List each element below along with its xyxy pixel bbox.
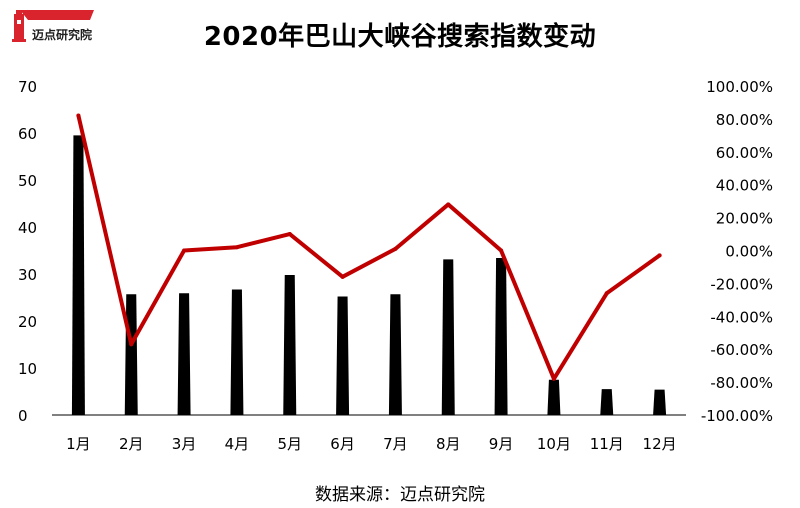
x-tick-label: 7月 bbox=[383, 435, 408, 453]
bar bbox=[230, 289, 244, 415]
y-left-tick-label: 20 bbox=[18, 313, 37, 331]
bar bbox=[388, 294, 402, 415]
logo-text: 迈点研究院 bbox=[32, 28, 93, 42]
x-tick-label: 4月 bbox=[225, 435, 250, 453]
y-left-tick-label: 0 bbox=[18, 407, 28, 425]
y-left-tick-label: 60 bbox=[18, 125, 37, 143]
x-tick-label: 3月 bbox=[172, 435, 197, 453]
line-point bbox=[657, 253, 662, 258]
bar bbox=[177, 293, 191, 415]
line-point bbox=[446, 202, 451, 207]
x-tick-label: 6月 bbox=[330, 435, 355, 453]
line-point bbox=[551, 376, 556, 381]
y-left-tick-label: 40 bbox=[18, 219, 37, 237]
line-series bbox=[76, 113, 662, 381]
x-tick-label: 5月 bbox=[277, 435, 302, 453]
y-right-tick-label: -40.00% bbox=[710, 308, 773, 326]
line-point bbox=[287, 232, 292, 237]
y-right-tick-label: -100.00% bbox=[701, 407, 773, 425]
bar bbox=[600, 389, 614, 415]
x-tick-label: 8月 bbox=[436, 435, 461, 453]
y-left-tick-label: 30 bbox=[18, 266, 37, 284]
line-point bbox=[393, 246, 398, 251]
y-right-tick-label: -20.00% bbox=[710, 275, 773, 293]
y-left-tick-label: 10 bbox=[18, 360, 37, 378]
y-right-tick-label: -80.00% bbox=[710, 374, 773, 392]
line-point bbox=[340, 274, 345, 279]
line-point bbox=[129, 342, 134, 347]
bar bbox=[494, 258, 508, 415]
line-point bbox=[499, 248, 504, 253]
data-source: 数据来源：迈点研究院 bbox=[315, 485, 485, 505]
x-tick-label: 1月 bbox=[66, 435, 91, 453]
y-right-tick-label: 60.00% bbox=[716, 144, 773, 162]
y-right-tick-label: 0.00% bbox=[725, 243, 773, 261]
x-tick-label: 10月 bbox=[537, 435, 571, 453]
bar bbox=[283, 274, 297, 415]
line-point bbox=[234, 245, 239, 250]
chart-title: 2020年巴山大峡谷搜索指数变动 bbox=[203, 22, 597, 52]
y-right-tick-label: 20.00% bbox=[716, 210, 773, 228]
bar bbox=[336, 296, 350, 415]
y-left-tick-label: 50 bbox=[18, 172, 37, 190]
line-point bbox=[182, 248, 187, 253]
bar bbox=[653, 389, 667, 415]
y-left-tick-label: 70 bbox=[18, 78, 37, 96]
bar bbox=[71, 135, 85, 415]
y-right-tick-label: -60.00% bbox=[710, 341, 773, 359]
x-tick-label: 12月 bbox=[643, 435, 677, 453]
x-tick-label: 11月 bbox=[590, 435, 624, 453]
y-right-tick-label: 40.00% bbox=[716, 177, 773, 195]
line-point bbox=[604, 291, 609, 296]
bar bbox=[441, 259, 455, 415]
bar bbox=[547, 379, 561, 415]
bar bbox=[124, 294, 138, 415]
y-right-tick-label: 80.00% bbox=[716, 111, 773, 129]
y-right-tick-label: 100.00% bbox=[706, 78, 773, 96]
line-point bbox=[76, 113, 81, 118]
logo: 迈点研究院 bbox=[6, 6, 101, 46]
x-tick-label: 9月 bbox=[489, 435, 514, 453]
lighthouse-logo-icon bbox=[12, 10, 94, 42]
x-tick-label: 2月 bbox=[119, 435, 144, 453]
